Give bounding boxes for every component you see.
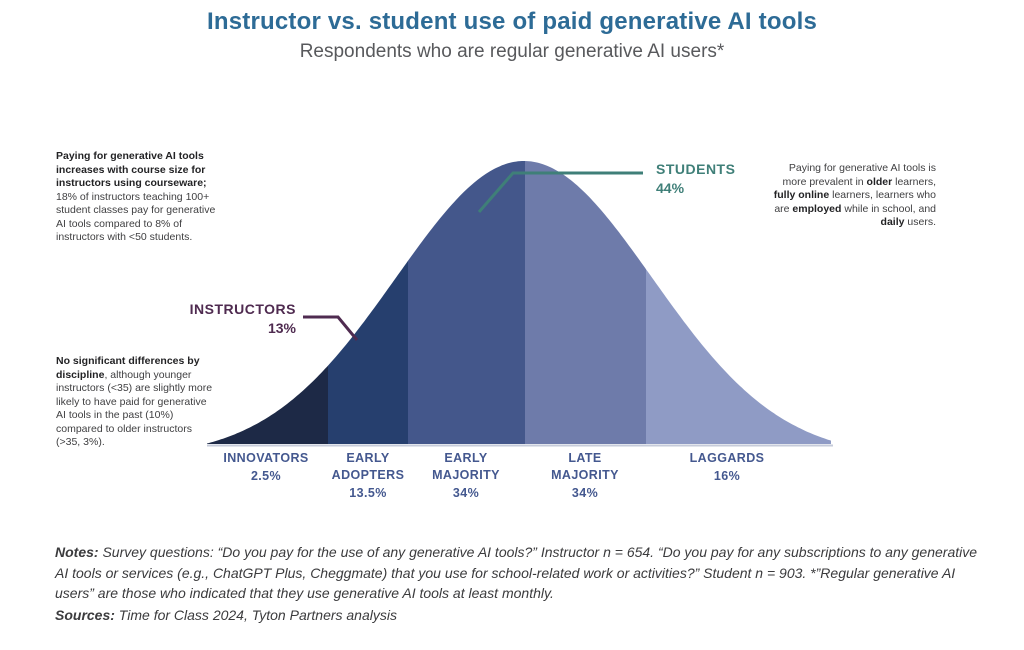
segment-name: LATE MAJORITY — [551, 451, 619, 482]
segment-percentage: 16% — [713, 469, 741, 483]
curve-segment-laggards — [646, 269, 831, 444]
chart-title: Instructor vs. student use of paid gener… — [206, 8, 817, 35]
segment-label-early-majority: EARLY MAJORITY 34% — [406, 450, 526, 502]
chart-subtitle: Respondents who are regular generative A… — [299, 41, 725, 62]
curve-segment-early-majority — [408, 161, 525, 444]
annotation-left-bottom: No significant differences by discipline… — [56, 355, 213, 448]
curve-segment-innovators — [207, 365, 328, 444]
segment-label-innovators: INNOVATORS 2.5% — [201, 450, 331, 485]
segment-percentage: 2.5% — [250, 469, 282, 483]
segment-name: EARLY ADOPTERS — [331, 451, 405, 482]
segment-name: LAGGARDS — [689, 451, 765, 465]
callout-students: STUDENTS 44% — [656, 161, 735, 196]
notes-text: Notes: Survey questions: “Do you pay for… — [55, 544, 978, 601]
segment-label-laggards: LAGGARDS 16% — [652, 450, 802, 485]
curve-segment-early-adopters — [328, 260, 408, 444]
callout-students-label: STUDENTS — [656, 161, 736, 177]
curve-segment-late-majority — [525, 161, 646, 444]
segment-percentage: 13.5% — [349, 486, 387, 500]
callout-line-instructors — [303, 315, 359, 341]
segment-percentage: 34% — [452, 486, 480, 500]
callout-instructors-value: 13% — [267, 320, 296, 336]
segment-name: INNOVATORS — [223, 451, 309, 465]
sources-text: Sources: Time for Class 2024, Tyton Part… — [55, 607, 397, 623]
annotation-left-top: Paying for generative AI tools increases… — [56, 150, 216, 243]
callout-line-students — [477, 171, 643, 213]
segment-label-early-adopters: EARLY ADOPTERS 13.5% — [320, 450, 416, 502]
segment-percentage: 34% — [571, 486, 599, 500]
callout-instructors: INSTRUCTORS 13% — [146, 301, 296, 336]
callout-instructors-label: INSTRUCTORS — [189, 301, 296, 317]
callout-students-value: 44% — [656, 180, 685, 196]
annotation-right: Paying for generative AI tools is more p… — [773, 162, 936, 228]
segment-label-late-majority: LATE MAJORITY 34% — [525, 450, 645, 502]
segment-name: EARLY MAJORITY — [432, 451, 500, 482]
